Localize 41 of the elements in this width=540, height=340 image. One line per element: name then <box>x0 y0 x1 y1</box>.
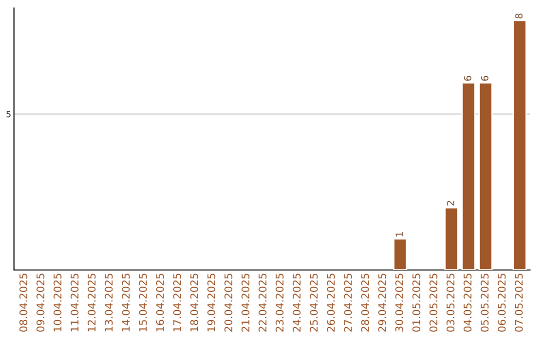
x-tick-label: 20.04.2025 <box>224 274 232 332</box>
bar <box>512 20 527 270</box>
data-label: 6 <box>464 76 472 81</box>
x-tick-label: 12.04.2025 <box>88 274 96 332</box>
x-tick-label: 19.04.2025 <box>207 274 216 332</box>
x-tick-label: 17.04.2025 <box>173 274 182 332</box>
bar <box>478 82 493 270</box>
data-label: 1 <box>396 232 403 236</box>
x-tick-label: 23.04.2025 <box>276 274 284 332</box>
x-tick-label: 29.04.2025 <box>378 274 386 332</box>
x-tick-label: 01.05.2025 <box>412 274 420 332</box>
x-tick-label: 21.04.2025 <box>242 274 250 332</box>
x-tick-label: 09.04.2025 <box>36 274 44 332</box>
x-tick-label: 07.05.2025 <box>514 274 523 332</box>
x-tick-label: 14.04.2025 <box>122 274 130 332</box>
bar <box>461 82 476 270</box>
bar <box>444 206 459 270</box>
x-tick-label: 16.04.2025 <box>156 274 164 332</box>
data-label: 6 <box>481 76 488 81</box>
x-tick-label: 02.05.2025 <box>429 274 438 332</box>
x-tick-label: 22.04.2025 <box>258 274 266 332</box>
x-tick-label: 11.04.2025 <box>70 274 79 332</box>
x-tick-label: 08.04.2025 <box>19 274 28 332</box>
x-tick-label: 26.04.2025 <box>326 274 335 332</box>
y-tick-label: 5 <box>6 111 10 118</box>
data-label: 8 <box>515 14 523 18</box>
data-label: 2 <box>446 201 454 206</box>
x-tick-label: 15.04.2025 <box>139 274 147 332</box>
x-tick-label: 13.04.2025 <box>104 274 113 332</box>
x-tick-label: 18.04.2025 <box>190 274 198 332</box>
x-tick-label: 24.04.2025 <box>292 274 301 332</box>
x-tick-label: 03.05.2025 <box>446 274 454 332</box>
x-tick-label: 25.04.2025 <box>310 274 318 332</box>
x-tick-label: 04.05.2025 <box>464 274 472 332</box>
x-tick-label: 30.04.2025 <box>395 274 404 332</box>
x-tick-label: 06.05.2025 <box>498 274 506 332</box>
x-tick-label: 05.05.2025 <box>480 274 489 332</box>
x-tick-label: 27.04.2025 <box>344 274 352 332</box>
x-tick-label: 10.04.2025 <box>54 274 62 332</box>
x-tick-label: 28.04.2025 <box>361 274 369 332</box>
bar <box>393 238 408 270</box>
